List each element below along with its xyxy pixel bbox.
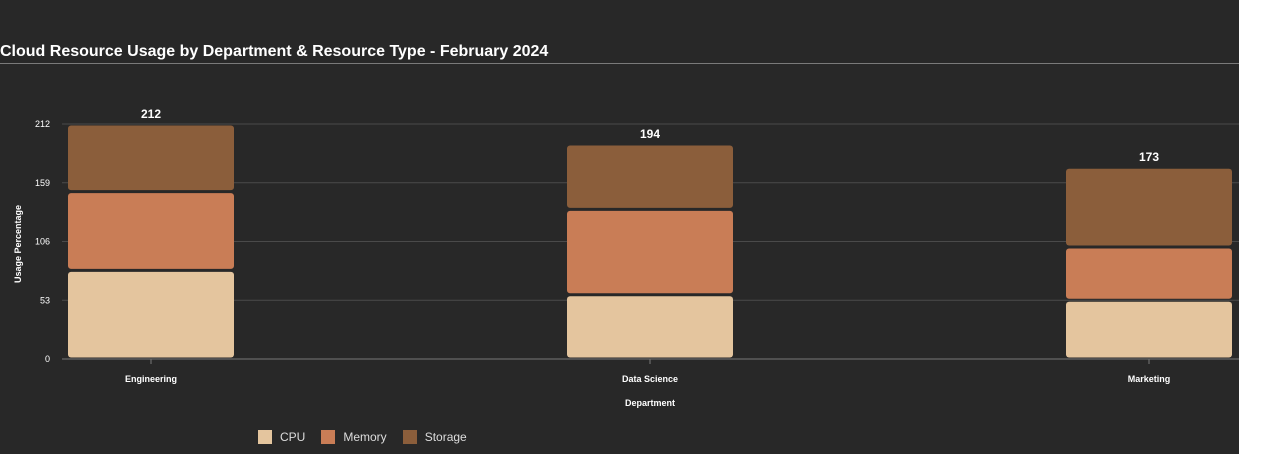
bar-segment [1066,301,1232,358]
x-tick-label: Engineering [125,374,177,384]
legend-swatch [258,430,272,444]
y-tick-label: 53 [40,295,50,305]
y-tick-label: 159 [35,178,50,188]
legend-label: Storage [424,430,467,444]
bar-segment [1066,168,1232,246]
chart-panel: Cloud Resource Usage by Department & Res… [0,0,1239,454]
bar-total-label: 212 [141,107,161,121]
legend: CPU Memory Storage [258,430,467,444]
legend-item[interactable]: Storage [402,430,467,444]
bar-segment [1066,248,1232,299]
y-tick-label: 0 [45,354,50,364]
legend-item[interactable]: Memory [321,430,387,444]
legend-item[interactable]: CPU [258,430,305,444]
bar-total-label: 173 [1139,150,1159,164]
bar-segment [567,145,733,208]
y-tick-label: 212 [35,119,50,129]
legend-swatch [402,430,417,444]
y-axis-label: Usage Percentage [13,205,23,283]
bar-segment [567,296,733,358]
legend-label: Memory [343,430,387,444]
labels: 0 53 106 159 212 212 Engineering 194 Data Scienc… [35,107,1170,384]
bar-segment [68,125,234,191]
title-divider [0,63,1239,64]
stacked-bar-chart: 0 53 106 159 212 212 Engineering 194 Data Scienc… [13,107,1239,408]
bars [68,125,1232,358]
legend-label: CPU [280,430,306,444]
legend-swatch [321,430,336,444]
x-axis-label: Department [625,398,675,408]
bar-segment [68,271,234,358]
bar-total-label: 194 [640,127,660,141]
bar-segment [567,210,733,294]
bar-segment [68,193,234,269]
y-tick-label: 106 [35,237,50,247]
chart-title: Cloud Resource Usage by Department & Res… [0,43,549,60]
x-tick-label: Data Science [622,374,678,384]
x-tick-label: Marketing [1128,374,1171,384]
